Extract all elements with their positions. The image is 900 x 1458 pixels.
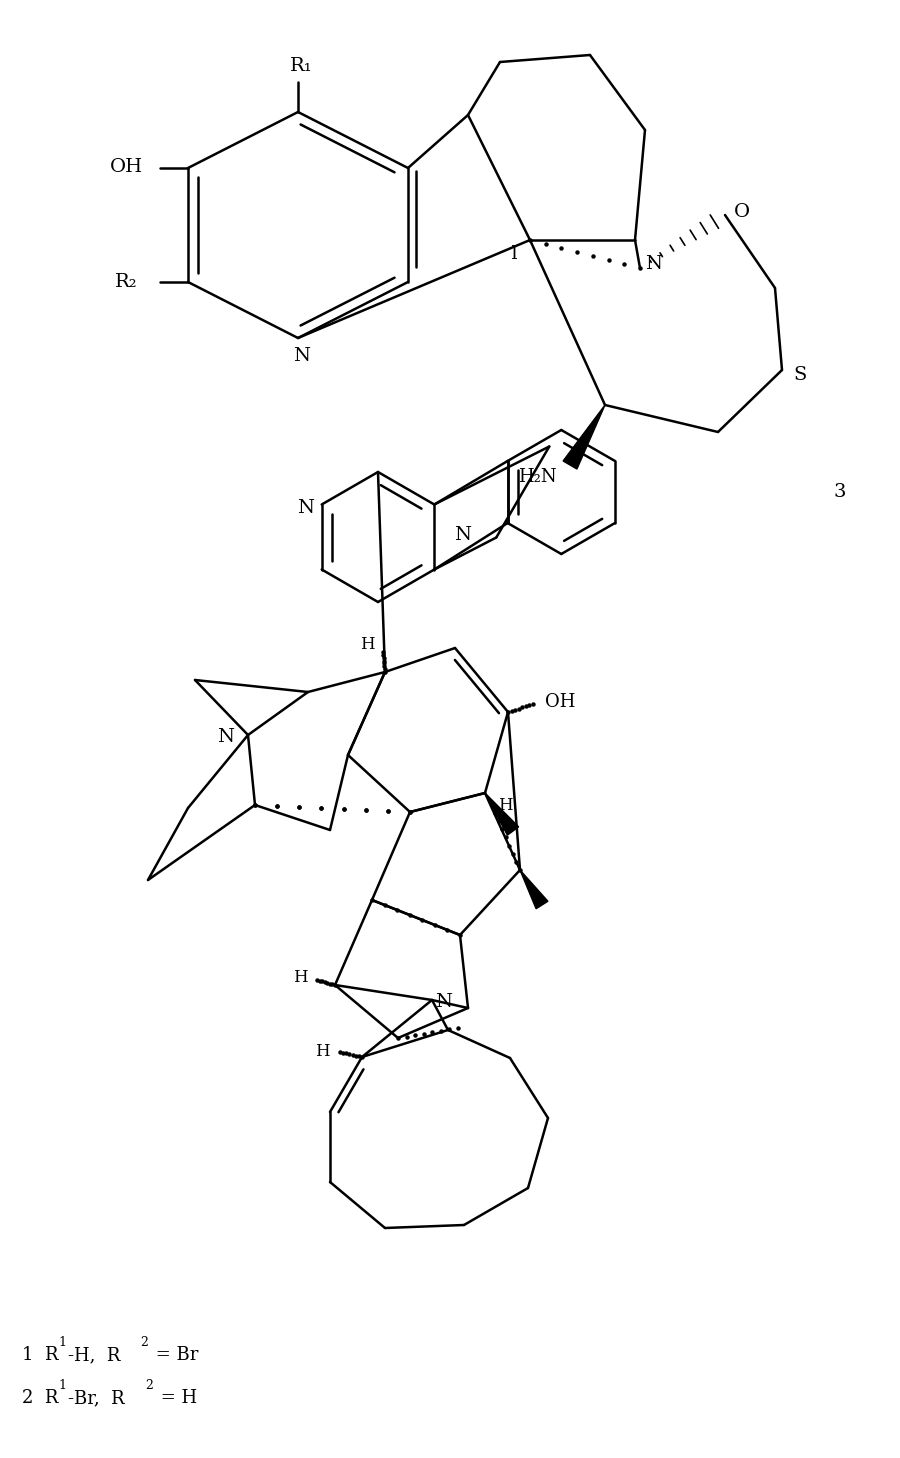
Text: S: S bbox=[794, 366, 806, 383]
Text: H: H bbox=[498, 796, 512, 814]
Text: 2: 2 bbox=[145, 1379, 153, 1392]
Text: I: I bbox=[510, 245, 518, 262]
Text: H: H bbox=[360, 636, 374, 653]
Text: O: O bbox=[734, 203, 750, 222]
Polygon shape bbox=[485, 793, 518, 835]
Polygon shape bbox=[563, 405, 605, 469]
Text: N: N bbox=[293, 347, 310, 364]
Text: 2: 2 bbox=[140, 1336, 148, 1349]
Text: OH: OH bbox=[544, 693, 575, 712]
Text: = H: = H bbox=[155, 1389, 197, 1407]
Text: R₂: R₂ bbox=[114, 273, 138, 292]
Text: 2  R: 2 R bbox=[22, 1389, 58, 1407]
Text: N: N bbox=[645, 255, 662, 273]
Text: N: N bbox=[436, 993, 453, 1010]
Text: 1: 1 bbox=[58, 1336, 66, 1349]
Text: N: N bbox=[454, 525, 471, 544]
Text: = Br: = Br bbox=[150, 1346, 198, 1365]
Text: 1  R: 1 R bbox=[22, 1346, 58, 1365]
Text: N: N bbox=[218, 728, 235, 746]
Polygon shape bbox=[520, 870, 548, 908]
Text: H: H bbox=[315, 1044, 329, 1060]
Text: N: N bbox=[297, 499, 314, 516]
Text: -H,  R: -H, R bbox=[68, 1346, 121, 1365]
Text: R₁: R₁ bbox=[290, 57, 312, 74]
Text: 1: 1 bbox=[58, 1379, 66, 1392]
Text: H: H bbox=[292, 968, 307, 986]
Text: 3: 3 bbox=[833, 483, 846, 502]
Text: OH: OH bbox=[110, 157, 142, 176]
Text: -Br,  R: -Br, R bbox=[68, 1389, 124, 1407]
Text: H₂N: H₂N bbox=[518, 468, 556, 486]
